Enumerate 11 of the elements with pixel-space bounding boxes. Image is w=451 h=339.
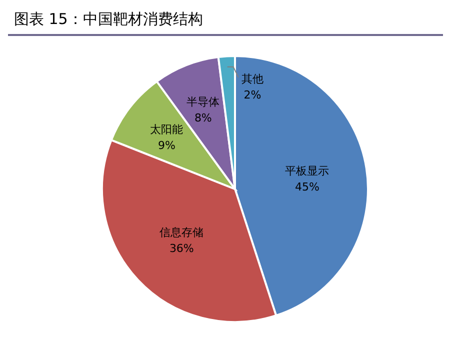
slice-label: 信息存储	[160, 226, 204, 240]
chart-title: 图表 15：中国靶材消费结构	[8, 8, 443, 36]
slice-label: 半导体	[186, 96, 220, 109]
slice-label: 太阳能	[150, 123, 184, 136]
data-label: 8%	[194, 112, 212, 125]
slice-label: 平板显示	[285, 164, 330, 178]
slice-label: 其他	[241, 72, 264, 86]
data-label: 9%	[158, 139, 176, 152]
data-label: 36%	[169, 242, 194, 256]
data-label: 45%	[295, 180, 320, 194]
data-label: 2%	[244, 88, 262, 102]
